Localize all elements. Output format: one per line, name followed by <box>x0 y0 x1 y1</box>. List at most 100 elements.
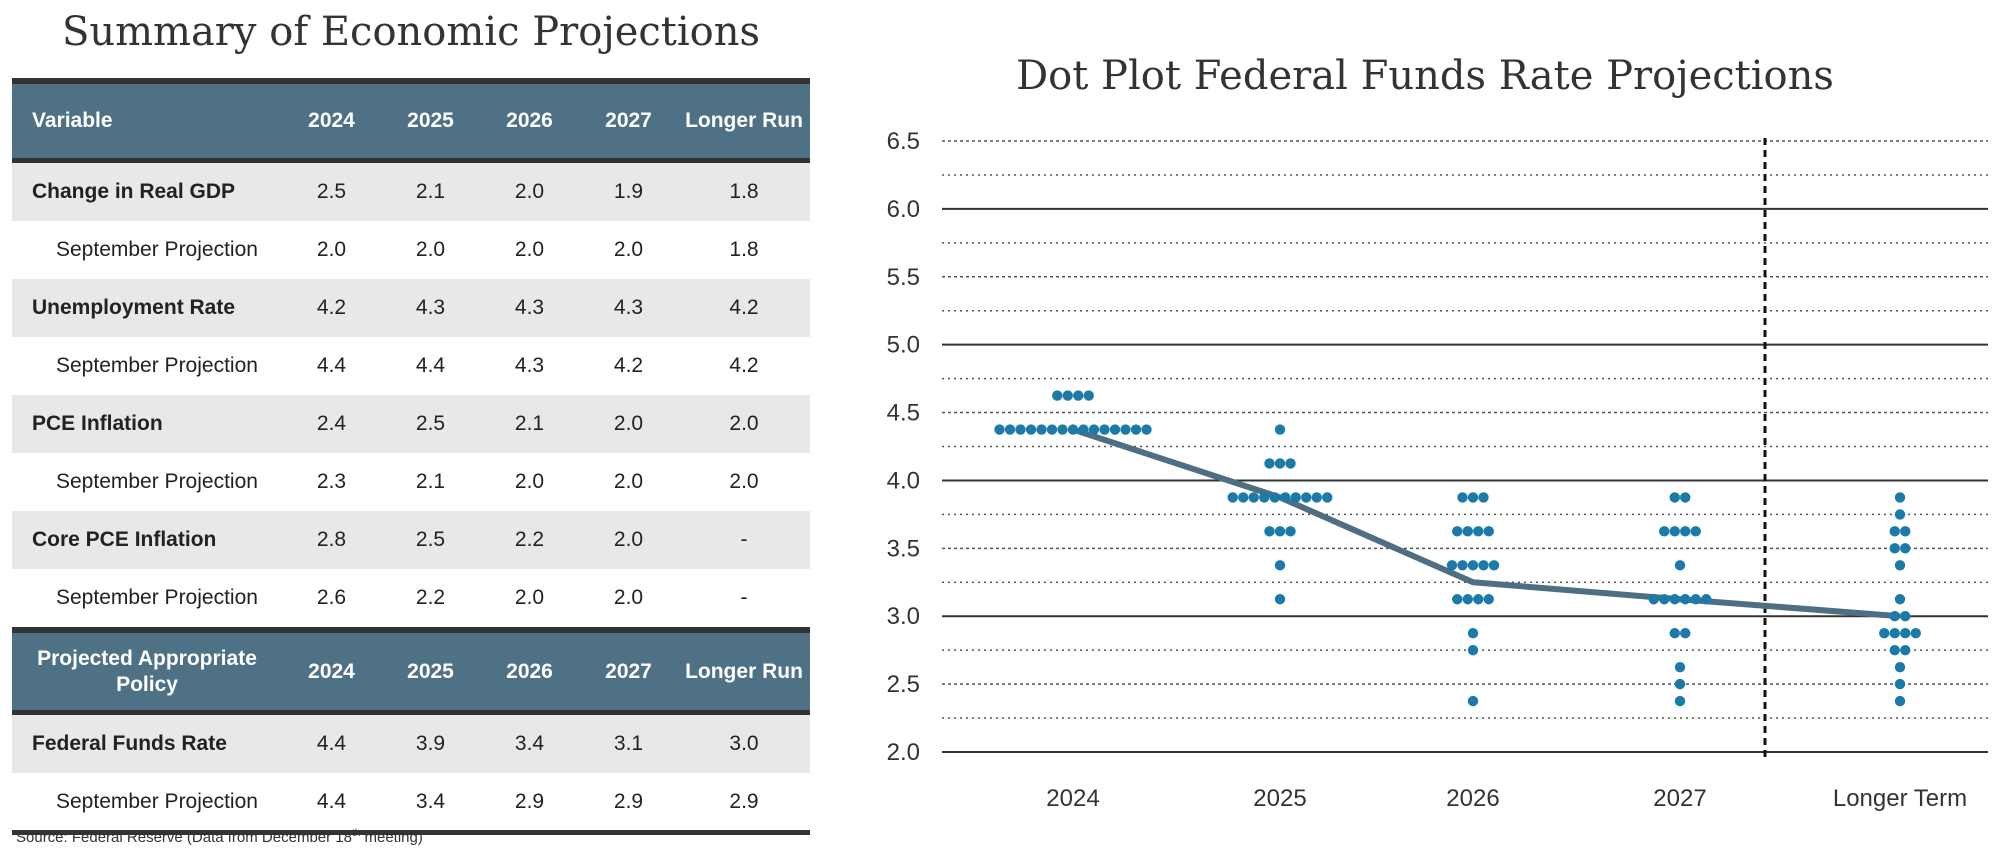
fomc-dot <box>1900 543 1911 554</box>
y-tick-label: 2.5 <box>887 671 920 698</box>
cell-value: 4.4 <box>381 337 480 395</box>
cell-value: 2.6 <box>282 569 381 630</box>
fomc-dot <box>1227 492 1238 503</box>
y-tick-label: 5.0 <box>887 332 920 359</box>
fomc-dot <box>1083 390 1094 401</box>
fomc-dot <box>1099 424 1110 435</box>
fomc-dot <box>1674 678 1686 690</box>
fomc-dot <box>1894 560 1906 571</box>
fomc-dot <box>1900 644 1911 656</box>
fomc-dot <box>1062 390 1073 401</box>
x-tick-label: 2025 <box>1253 785 1306 812</box>
cell-value: 4.3 <box>579 279 678 337</box>
header-variable: Variable <box>12 78 282 163</box>
header-year: 2027 <box>579 627 678 715</box>
fomc-dot <box>1467 695 1479 707</box>
cell-value: 2.0 <box>282 221 381 279</box>
table-row: September Projection 4.4 3.4 2.9 2.9 2.9 <box>12 773 810 835</box>
cell-value: 2.0 <box>579 569 678 630</box>
table-row: Federal Funds Rate 4.4 3.9 3.4 3.1 3.0 <box>12 712 810 773</box>
table-row: PCE Inflation 2.4 2.5 2.1 2.0 2.0 <box>12 395 810 453</box>
row-label: Unemployment Rate <box>12 279 282 337</box>
fomc-dot <box>1483 594 1494 605</box>
fomc-dot <box>1052 390 1063 401</box>
fomc-dot <box>1894 661 1906 673</box>
header-year: 2026 <box>480 78 579 163</box>
y-tick-label: 4.0 <box>887 467 920 494</box>
y-tick-label: 4.5 <box>887 400 920 427</box>
cell-value: 2.9 <box>678 773 810 835</box>
table-header-row: Projected Appropriate Policy 2024 2025 2026… <box>12 627 810 715</box>
fomc-dot <box>1680 526 1691 537</box>
cell-value: 2.5 <box>381 395 480 453</box>
cell-value: 1.8 <box>678 221 810 279</box>
table-row: Change in Real GDP 2.5 2.1 2.0 1.9 1.8 <box>12 160 810 221</box>
cell-value: 4.2 <box>282 279 381 337</box>
y-tick-label: 3.0 <box>887 603 920 630</box>
cell-value: 2.1 <box>381 160 480 221</box>
cell-value: 4.4 <box>282 712 381 773</box>
cell-value: 2.0 <box>480 221 579 279</box>
cell-value: 2.0 <box>678 395 810 453</box>
table-row: September Projection 4.4 4.4 4.3 4.2 4.2 <box>12 337 810 395</box>
cell-value: 4.3 <box>480 337 579 395</box>
fomc-dot <box>1004 424 1016 435</box>
projections-table: Variable 2024 2025 2026 2027 Longer Run Change… <box>12 78 810 835</box>
cell-value: 3.4 <box>381 773 480 835</box>
fomc-dot <box>1462 594 1473 605</box>
cell-value: 2.0 <box>480 160 579 221</box>
fomc-dot <box>1894 678 1906 690</box>
fomc-dot <box>1248 492 1259 503</box>
cell-value: 3.9 <box>381 712 480 773</box>
x-tick-label: 2027 <box>1653 785 1706 812</box>
fomc-dot <box>1446 560 1458 571</box>
cell-value: 2.9 <box>480 773 579 835</box>
fomc-dot <box>1057 424 1068 435</box>
row-label: PCE Inflation <box>12 395 282 453</box>
fomc-dot <box>1322 492 1333 503</box>
fomc-dot <box>1274 458 1286 469</box>
summary-title: Summary of Economic Projections <box>61 9 761 55</box>
fomc-dot <box>1015 424 1026 435</box>
cell-value: 3.0 <box>678 712 810 773</box>
fomc-dot <box>1457 492 1468 503</box>
fomc-dot <box>1467 492 1479 503</box>
fomc-dot <box>1073 390 1084 401</box>
fomc-dot <box>1109 424 1121 435</box>
fomc-dot <box>1120 424 1131 435</box>
cell-value: 2.1 <box>381 453 480 511</box>
fomc-dot <box>1301 492 1312 503</box>
fomc-dot <box>1690 594 1701 605</box>
table-row: Core PCE Inflation 2.8 2.5 2.2 2.0- <box>12 511 810 569</box>
row-label: September Projection <box>12 453 282 511</box>
fomc-dot <box>1648 594 1659 605</box>
y-tick-label: 5.5 <box>887 264 920 291</box>
fomc-dot <box>1452 594 1463 605</box>
fomc-dot <box>1274 560 1286 571</box>
fomc-dot <box>1889 611 1900 622</box>
fomc-dot <box>1473 526 1484 537</box>
fomc-dot <box>1078 424 1089 435</box>
header-year: 2024 <box>282 78 381 163</box>
fomc-dot <box>1483 526 1494 537</box>
fomc-dot <box>1285 458 1296 469</box>
header-year: 2027 <box>579 78 678 163</box>
header-year: 2026 <box>480 627 579 715</box>
fomc-dot <box>1900 627 1911 639</box>
cell-value: 2.5 <box>282 160 381 221</box>
cell-value: 2.0 <box>480 453 579 511</box>
cell-value: 2.8 <box>282 511 381 569</box>
cell-value: 4.4 <box>282 337 381 395</box>
fomc-dot <box>1264 458 1275 469</box>
cell-value: 2.2 <box>381 569 480 630</box>
fomc-dot <box>1889 526 1900 537</box>
fomc-dot <box>1269 492 1280 503</box>
fomc-dot <box>1674 560 1686 571</box>
fomc-dot <box>1467 560 1479 571</box>
fomc-dot <box>1680 594 1691 605</box>
source-note: Source: Federal Reserve (Data from Decem… <box>16 828 423 846</box>
cell-value: 2.1 <box>480 395 579 453</box>
fomc-dot <box>1669 492 1680 503</box>
fomc-dot <box>1067 424 1079 435</box>
table-row: Unemployment Rate 4.2 4.3 4.3 4.3 4.2 <box>12 279 810 337</box>
